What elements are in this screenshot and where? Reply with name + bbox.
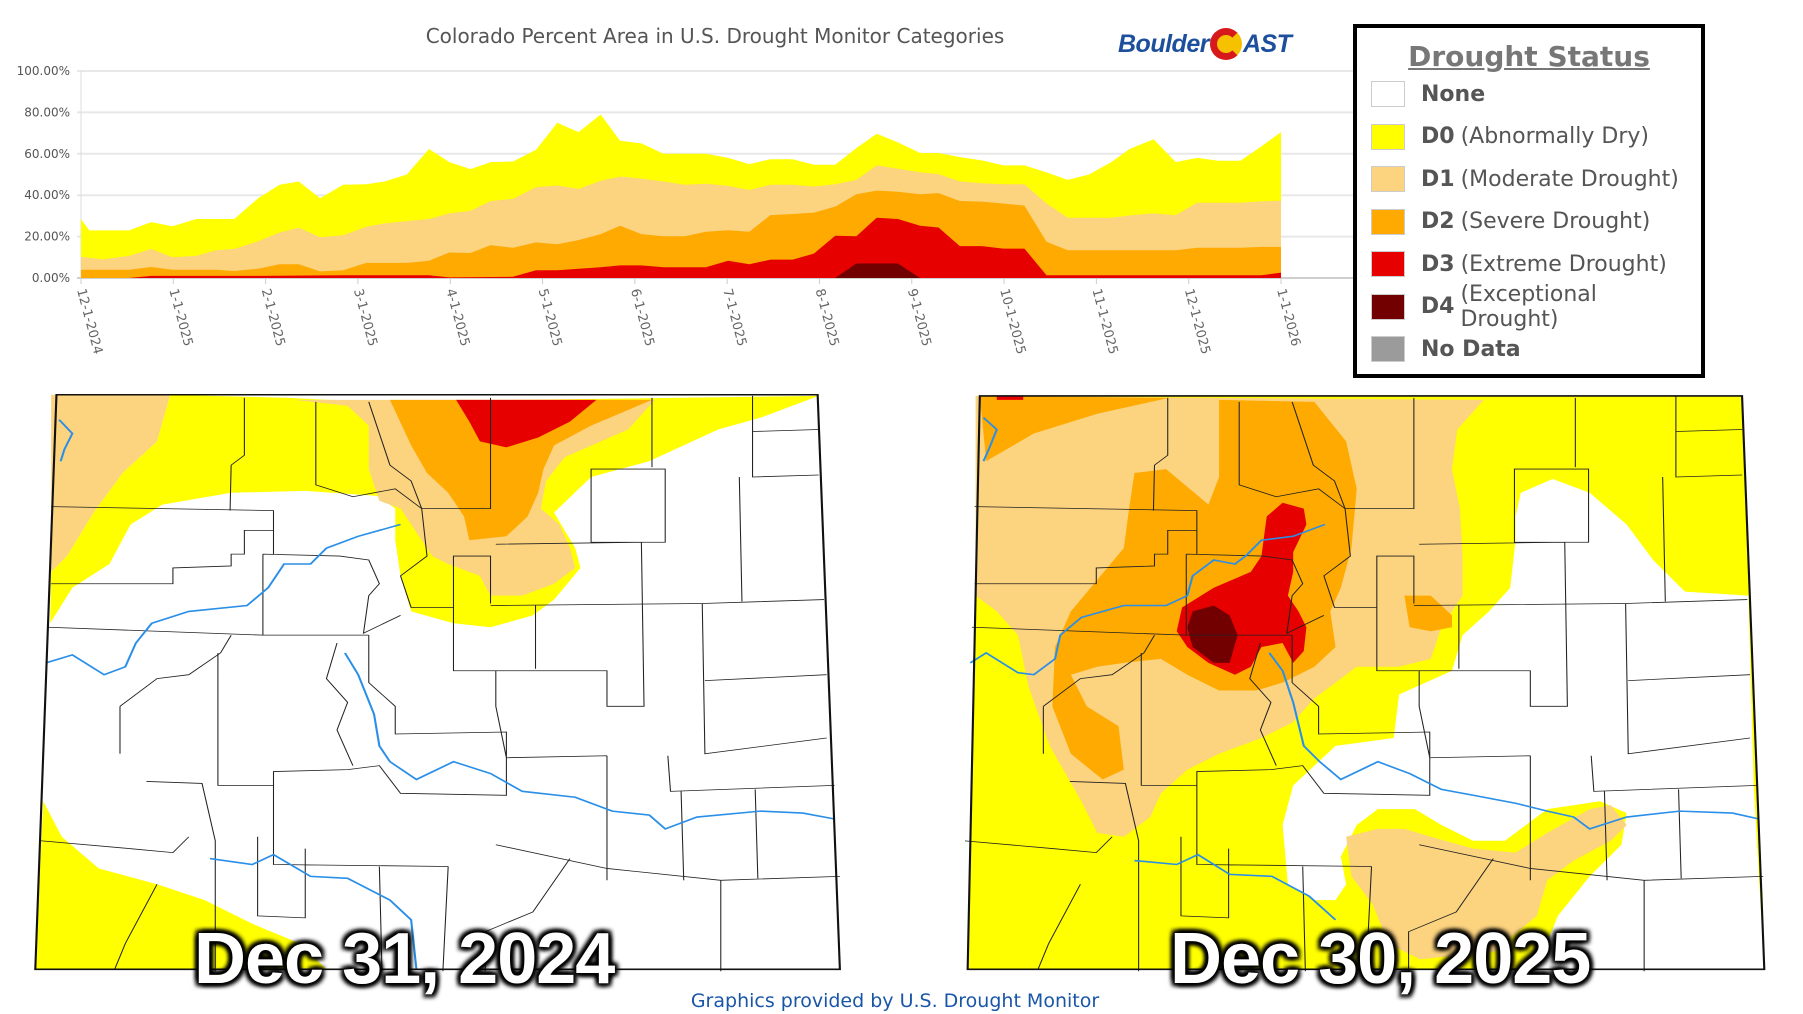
logo-text-left: Boulder: [1118, 29, 1209, 58]
legend-item: D1 (Moderate Drought): [1357, 158, 1701, 201]
nw-river: [58, 419, 74, 462]
legend-swatch: [1371, 251, 1405, 278]
legend-item: D4 (Exceptional Drought): [1357, 282, 1701, 332]
legend-code: D3: [1421, 251, 1455, 277]
legend-swatch: [1371, 166, 1405, 193]
legend-desc: (Extreme Drought): [1460, 251, 1667, 277]
x-tick-label: 2-1-2025: [258, 287, 288, 348]
colorado-map-2025: [965, 395, 1766, 972]
logo-text-right: AST: [1242, 29, 1292, 58]
d2-area-ne: [389, 399, 652, 541]
y-tick-label: 0.00%: [32, 271, 70, 285]
legend-desc: (Abnormally Dry): [1460, 124, 1649, 150]
y-tick-label: 80.00%: [24, 105, 70, 119]
legend-swatch: [1371, 336, 1405, 363]
x-tick-label: 12-1-2024: [73, 287, 105, 356]
area-series-d3-d4: [81, 217, 1281, 278]
d0-area-sw: [35, 801, 327, 970]
legend-desc: (Severe Drought): [1460, 209, 1651, 235]
x-tick-label: 1-1-2026: [1273, 287, 1303, 348]
x-tick-label: 5-1-2025: [535, 287, 565, 348]
county-lines: [965, 395, 1764, 972]
legend-code: None: [1421, 81, 1486, 107]
y-axis-ticks: 0.00% 20.00% 40.00% 60.00% 80.00% 100.00%: [17, 64, 70, 285]
x-tick-label: 9-1-2025: [904, 287, 934, 348]
d3-area-nw: [996, 395, 1024, 400]
legend-swatch: [1371, 123, 1405, 150]
credits-footer: Graphics provided by U.S. Drought Monito…: [690, 990, 1100, 1012]
y-tick-label: 100.00%: [17, 64, 70, 78]
nw-river: [982, 417, 998, 462]
none-area-east: [1282, 478, 1765, 970]
chart-title: Colorado Percent Area in U.S. Drought Mo…: [425, 24, 1005, 48]
legend-desc: (Exceptional Drought): [1460, 281, 1597, 332]
area-series-d4: [835, 263, 921, 278]
legend-code: D1: [1421, 166, 1455, 192]
drought-area-chart: 0.00% 20.00% 40.00% 60.00% 80.00% 100.00% 12-…: [17, 64, 1367, 356]
x-tick-label: 10-1-2025: [996, 287, 1028, 356]
x-tick-label: 6-1-2025: [627, 287, 657, 348]
d0-area-nw: [50, 394, 390, 624]
rio-grande-river: [209, 853, 418, 970]
map-date-label-2024: Dec 31, 2024: [194, 919, 615, 999]
legend-item: No Data: [1357, 328, 1701, 371]
legend-item: D3 (Extreme Drought): [1357, 243, 1701, 286]
legend-swatch: [1371, 81, 1405, 108]
x-axis-ticks: 12-1-2024 1-1-2025 2-1-2025 3-1-2025 4-1-202…: [73, 278, 1303, 356]
colorado-c-icon: [1209, 28, 1242, 60]
x-tick-label: 3-1-2025: [350, 287, 380, 348]
y-tick-label: 20.00%: [24, 230, 70, 244]
legend-title: Drought Status: [1408, 40, 1650, 73]
bouldercast-logo: Boulder AST: [1118, 24, 1292, 64]
colorado-map-2024: [34, 393, 841, 972]
x-tick-label: 8-1-2025: [812, 287, 842, 348]
state-fill: [35, 394, 840, 970]
legend-item: D0 (Abnormally Dry): [1357, 116, 1701, 159]
colorado-river: [969, 523, 1326, 676]
legend-item: None: [1357, 73, 1701, 116]
x-tick-label: 7-1-2025: [719, 287, 749, 348]
state-outline: [34, 393, 841, 971]
map-date-label-2025: Dec 30, 2025: [1170, 919, 1591, 999]
arkansas-river: [343, 652, 835, 830]
chart-areas: [81, 114, 1281, 278]
arkansas-river: [1268, 652, 1760, 830]
legend-item: D2 (Severe Drought): [1357, 201, 1701, 244]
d1-area-nw: [51, 394, 171, 572]
d2-area-nw: [979, 395, 1169, 462]
x-tick-label: 1-1-2025: [165, 287, 195, 348]
legend-code: No Data: [1421, 336, 1521, 362]
colorado-river: [45, 523, 401, 676]
legend-code: D0: [1421, 124, 1455, 150]
y-tick-label: 40.00%: [24, 188, 70, 202]
x-tick-label: 4-1-2025: [442, 287, 472, 348]
y-tick-label: 60.00%: [24, 147, 70, 161]
legend-swatch: [1371, 208, 1405, 235]
d3-area-ne: [456, 399, 597, 448]
legend-code: D4: [1420, 294, 1455, 320]
d2-area-east: [1404, 595, 1452, 632]
legend-desc: (Moderate Drought): [1460, 166, 1679, 192]
drought-status-legend: Drought Status None D0 (Abnormally Dry) D1(…: [1353, 24, 1705, 378]
legend-code: D2: [1421, 209, 1455, 235]
x-tick-label: 11-1-2025: [1089, 287, 1121, 356]
d2-area-central: [1052, 399, 1357, 780]
d4-area-central: [1187, 605, 1238, 663]
legend-swatch: [1371, 293, 1405, 320]
state-outline: [966, 395, 1766, 971]
county-lines: [40, 395, 840, 972]
x-tick-label: 12-1-2025: [1181, 287, 1213, 356]
d1-area-se: [1346, 805, 1627, 960]
rio-grande-river: [1134, 853, 1337, 921]
